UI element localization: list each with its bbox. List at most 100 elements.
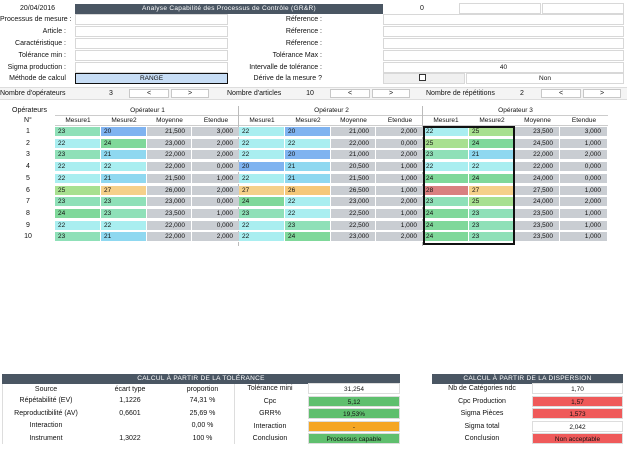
measure-cell[interactable]: 24	[423, 208, 469, 219]
measure-cell[interactable]: 21	[285, 173, 331, 184]
measure-cell[interactable]: 22	[55, 138, 101, 149]
measure-cell[interactable]: 27	[239, 185, 285, 196]
mean-cell: 24,000	[515, 173, 560, 184]
mean-cell: 23,000	[147, 197, 192, 208]
measure-cell[interactable]: 27	[101, 185, 147, 196]
measure-cell[interactable]: 22	[285, 197, 331, 208]
tolerance-metric-value: 19,53%	[308, 408, 400, 419]
measure-cell[interactable]: 21	[101, 173, 147, 184]
range-cell: 1,000	[560, 232, 608, 243]
measure-cell[interactable]: 28	[423, 185, 469, 196]
measure-cell[interactable]: 23	[55, 127, 101, 137]
row-number: 8	[26, 209, 30, 217]
operators-prev-button[interactable]: <	[129, 89, 169, 98]
mean-cell: 23,500	[515, 127, 560, 137]
column-header: Mesure1	[55, 116, 101, 126]
measure-cell[interactable]: 22	[101, 220, 147, 231]
column-header: Moyenne	[331, 116, 376, 126]
header-empty-box-2[interactable]	[542, 3, 624, 14]
form-left-label: Caractéristique :	[15, 40, 66, 47]
method-select[interactable]: RANGE	[75, 73, 228, 84]
measure-cell[interactable]: 22	[423, 127, 469, 137]
measure-cell[interactable]: 22	[239, 150, 285, 161]
measure-cell[interactable]: 22	[55, 162, 101, 173]
tolerance-metric-value: -	[308, 420, 400, 432]
range-cell: 1,000	[376, 220, 424, 231]
form-left-input[interactable]	[75, 14, 228, 25]
measure-cell[interactable]: 24	[423, 220, 469, 231]
repetitions-next-button[interactable]: >	[583, 89, 621, 98]
column-header: Moyenne	[147, 116, 192, 126]
mean-cell: 21,500	[147, 173, 192, 184]
measure-cell[interactable]: 22	[239, 232, 285, 243]
measure-cell[interactable]: 24	[285, 232, 331, 243]
measure-cell[interactable]: 21	[101, 232, 147, 243]
form-left-input[interactable]	[75, 50, 228, 61]
mean-cell: 23,000	[331, 232, 376, 243]
measure-cell[interactable]: 23	[101, 197, 147, 208]
measure-cell[interactable]: 20	[239, 162, 285, 173]
measure-cell[interactable]: 20	[285, 127, 331, 137]
operator-title: Opérateur 1	[55, 106, 240, 116]
measure-cell[interactable]: 21	[101, 150, 147, 161]
dispersion-label: Sigma total	[464, 422, 500, 430]
measure-cell[interactable]: 24	[55, 208, 101, 219]
measure-cell[interactable]: 22	[285, 138, 331, 149]
measure-cell[interactable]: 23	[285, 220, 331, 231]
measure-cell[interactable]: 22	[239, 138, 285, 149]
measure-cell[interactable]: 24	[239, 197, 285, 208]
tolerance-prop: 74,31 %	[189, 397, 216, 404]
derive-value[interactable]: Non	[466, 73, 624, 84]
measure-cell[interactable]: 22	[239, 127, 285, 137]
measure-cell[interactable]: 26	[285, 185, 331, 196]
measure-cell[interactable]: 25	[423, 138, 469, 149]
measure-cell[interactable]: 20	[101, 127, 147, 137]
measure-cell[interactable]: 20	[285, 150, 331, 161]
measure-cell[interactable]: 22	[285, 208, 331, 219]
measure-cell[interactable]: 23	[55, 232, 101, 243]
range-cell: 1,000	[376, 162, 424, 173]
dispersion-value: 1,70	[532, 383, 623, 394]
form-right-input[interactable]: 40	[383, 62, 624, 73]
repetitions-prev-button[interactable]: <	[541, 89, 581, 98]
measure-cell[interactable]: 23	[423, 197, 469, 208]
measure-cell[interactable]: 23	[423, 150, 469, 161]
form-right-input[interactable]	[383, 26, 624, 37]
measure-cell[interactable]: 23	[239, 208, 285, 219]
operators-next-button[interactable]: >	[171, 89, 209, 98]
mean-cell: 22,000	[515, 150, 560, 161]
measure-cell[interactable]: 24	[101, 138, 147, 149]
measure-cell[interactable]: 23	[55, 197, 101, 208]
measure-cell[interactable]: 21	[285, 162, 331, 173]
header-empty-box-1[interactable]	[459, 3, 541, 14]
measure-cell[interactable]: 22	[423, 162, 469, 173]
range-cell: 0,000	[560, 173, 608, 184]
measure-cell[interactable]: 22	[239, 173, 285, 184]
measure-cell[interactable]: 23	[101, 208, 147, 219]
column-header: Etendue	[560, 116, 608, 126]
range-cell: 1,000	[376, 208, 424, 219]
range-cell: 1,000	[376, 185, 424, 196]
mean-cell: 23,000	[147, 138, 192, 149]
derive-checkbox[interactable]	[419, 74, 426, 81]
measure-cell[interactable]: 25	[55, 185, 101, 196]
measure-cell[interactable]: 22	[55, 220, 101, 231]
measure-cell[interactable]: 24	[423, 232, 469, 243]
measure-cell[interactable]: 23	[55, 150, 101, 161]
tolerance-prop: 100 %	[192, 434, 213, 442]
measure-cell[interactable]: 22	[55, 173, 101, 184]
row-number: 5	[26, 174, 30, 182]
form-left-input[interactable]	[75, 26, 228, 37]
range-cell: 2,000	[192, 138, 240, 149]
form-right-input[interactable]	[383, 38, 624, 49]
form-left-input[interactable]	[75, 38, 228, 49]
form-right-input[interactable]	[383, 50, 624, 61]
measure-cell[interactable]: 24	[423, 173, 469, 184]
form-right-input[interactable]	[383, 14, 624, 25]
articles-prev-button[interactable]: <	[330, 89, 370, 98]
range-cell: 1,000	[192, 173, 240, 184]
form-left-input[interactable]	[75, 62, 228, 73]
measure-cell[interactable]: 22	[101, 162, 147, 173]
measure-cell[interactable]: 22	[239, 220, 285, 231]
articles-next-button[interactable]: >	[372, 89, 410, 98]
